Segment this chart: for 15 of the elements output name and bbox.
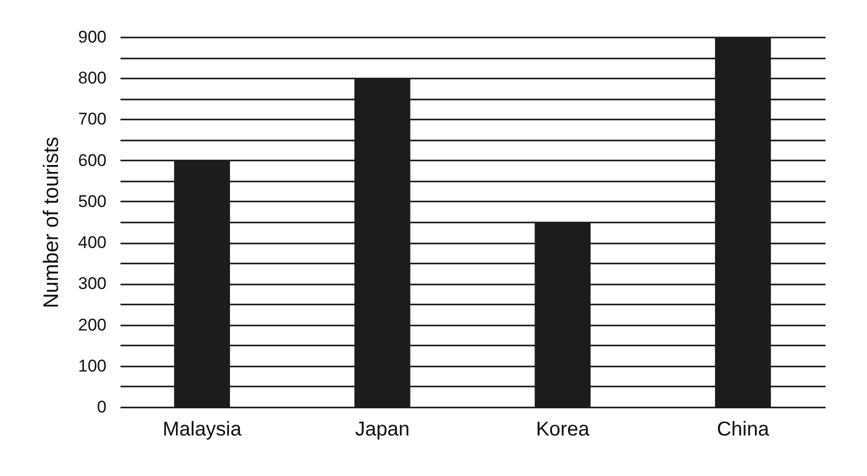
y-tick-label: 100: [78, 356, 106, 376]
x-tick-label: China: [716, 418, 770, 440]
x-tick-label: Japan: [355, 418, 410, 440]
y-axis-title: Number of tourists: [40, 136, 64, 308]
y-tick-label: 300: [78, 274, 106, 294]
y-tick-label: 600: [78, 150, 106, 170]
x-tick-label: Korea: [536, 418, 590, 440]
y-tick-label: 400: [78, 233, 106, 252]
y-tick-label: 500: [78, 192, 106, 211]
y-tick-label: 200: [78, 315, 106, 334]
x-tick-label: Malaysia: [162, 418, 242, 440]
y-tick-label: 900: [78, 28, 106, 46]
y-tick-label: 800: [78, 68, 106, 88]
y-tick-label: 0: [97, 398, 106, 416]
y-tick-label: 700: [78, 110, 106, 129]
